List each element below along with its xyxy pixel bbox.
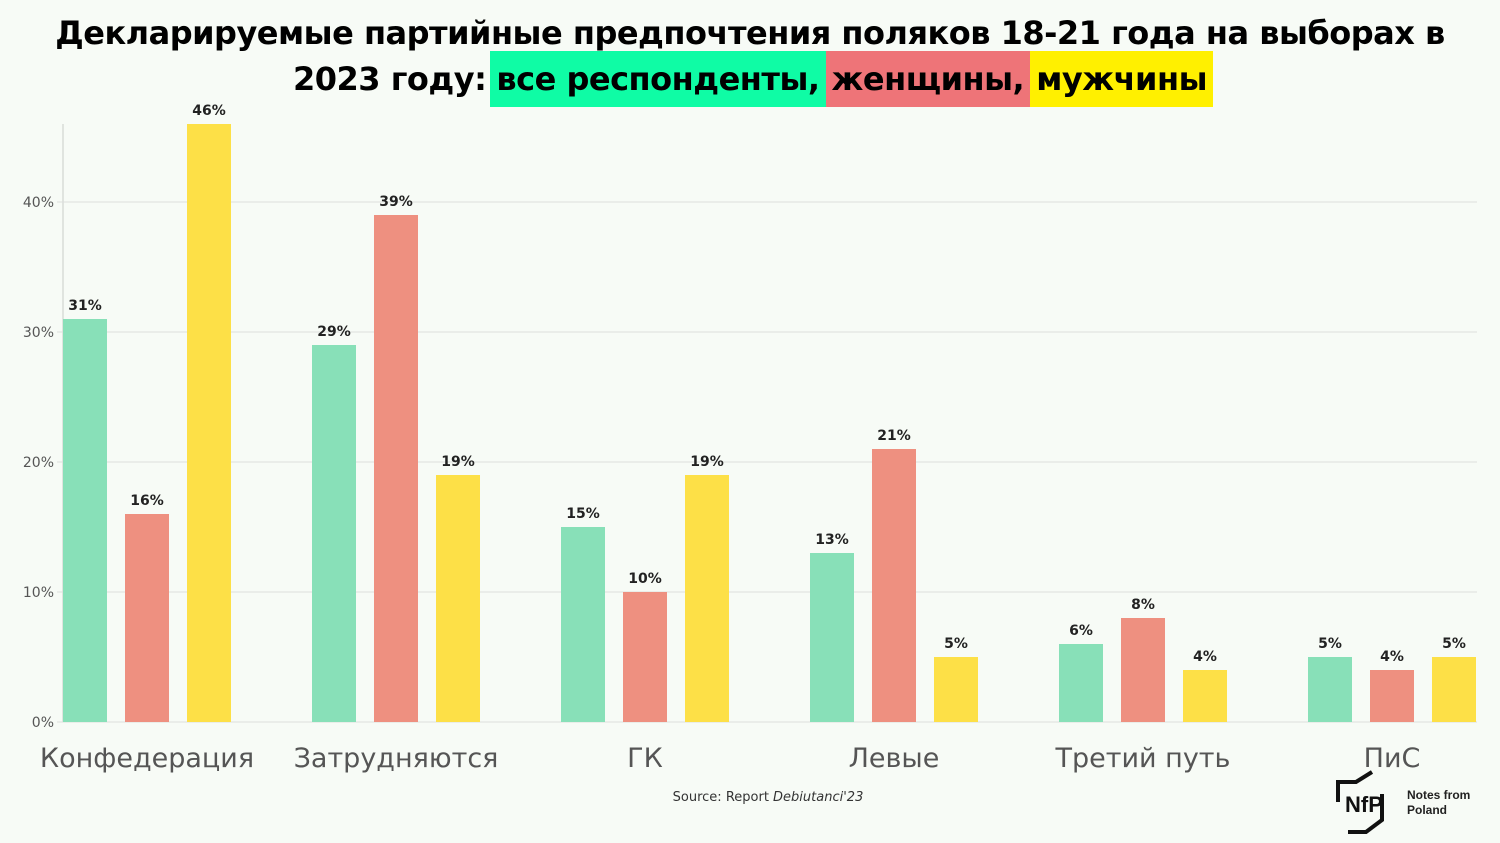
data-label: 4% bbox=[1193, 649, 1217, 665]
data-label: 5% bbox=[944, 636, 968, 652]
bar-men bbox=[187, 124, 231, 722]
data-label: 19% bbox=[441, 454, 475, 470]
x-category-label: Левые bbox=[849, 743, 940, 774]
bar-all bbox=[810, 553, 854, 722]
logo-line2: Poland bbox=[1407, 803, 1448, 817]
bar-all bbox=[561, 527, 605, 722]
data-label: 31% bbox=[68, 298, 102, 314]
legend-men: мужчины bbox=[1030, 51, 1213, 107]
data-label: 46% bbox=[192, 103, 226, 119]
data-label: 5% bbox=[1318, 636, 1342, 652]
data-label: 29% bbox=[317, 324, 351, 340]
legend-women: женщины, bbox=[825, 51, 1031, 107]
bar-men bbox=[1432, 657, 1476, 722]
chart-title-line2: 2023 году: все респонденты, женщины, муж… bbox=[0, 51, 1500, 107]
source-note: Source: Report Debiutanci'23 bbox=[0, 790, 1500, 805]
nfp-logo: NfP bbox=[1336, 770, 1384, 834]
bar-all bbox=[63, 319, 107, 722]
bar-all bbox=[1059, 644, 1103, 722]
data-label: 15% bbox=[566, 506, 600, 522]
y-tick-label: 0% bbox=[32, 715, 54, 731]
data-label: 8% bbox=[1131, 597, 1155, 613]
logo-line1: Notes from bbox=[1407, 788, 1471, 802]
source-report-name: Debiutanci'23 bbox=[773, 790, 864, 805]
title-prefix: 2023 году: bbox=[293, 60, 487, 98]
x-category-label: ГК bbox=[627, 743, 663, 774]
bar-all bbox=[312, 345, 356, 722]
data-label: 5% bbox=[1442, 636, 1466, 652]
data-label: 21% bbox=[877, 428, 911, 444]
data-label: 4% bbox=[1380, 649, 1404, 665]
y-tick-label: 40% bbox=[23, 195, 54, 211]
chart-title-line1: Декларируемые партийные предпочтения пол… bbox=[55, 14, 1445, 52]
bar-men bbox=[436, 475, 480, 722]
bar-women bbox=[1370, 670, 1414, 722]
y-tick-label: 30% bbox=[23, 325, 54, 341]
bar-all bbox=[1308, 657, 1352, 722]
bar-women bbox=[125, 514, 169, 722]
x-category-label: ПиС bbox=[1364, 743, 1421, 774]
data-label: 6% bbox=[1069, 623, 1093, 639]
x-category-label: Конфедерация bbox=[40, 743, 254, 774]
bar-women bbox=[1121, 618, 1165, 722]
x-category-label: Затрудняются bbox=[294, 743, 499, 774]
bar-men bbox=[1183, 670, 1227, 722]
data-label: 10% bbox=[628, 571, 662, 587]
data-label: 13% bbox=[815, 532, 849, 548]
data-label: 19% bbox=[690, 454, 724, 470]
svg-text:NfP: NfP bbox=[1345, 792, 1383, 817]
source-prefix: Source: Report bbox=[672, 790, 774, 805]
x-category-label: Третий путь bbox=[1055, 743, 1231, 774]
y-tick-label: 20% bbox=[23, 455, 54, 471]
logo-text: Notes from Poland bbox=[1407, 788, 1470, 818]
bar-men bbox=[685, 475, 729, 722]
data-label: 39% bbox=[379, 194, 413, 210]
bar-women bbox=[872, 449, 916, 722]
bar-men bbox=[934, 657, 978, 722]
y-tick-label: 10% bbox=[23, 585, 54, 601]
data-label: 16% bbox=[130, 493, 164, 509]
bar-women bbox=[623, 592, 667, 722]
legend-all-respondents: все респонденты, bbox=[490, 51, 826, 107]
bar-women bbox=[374, 215, 418, 722]
